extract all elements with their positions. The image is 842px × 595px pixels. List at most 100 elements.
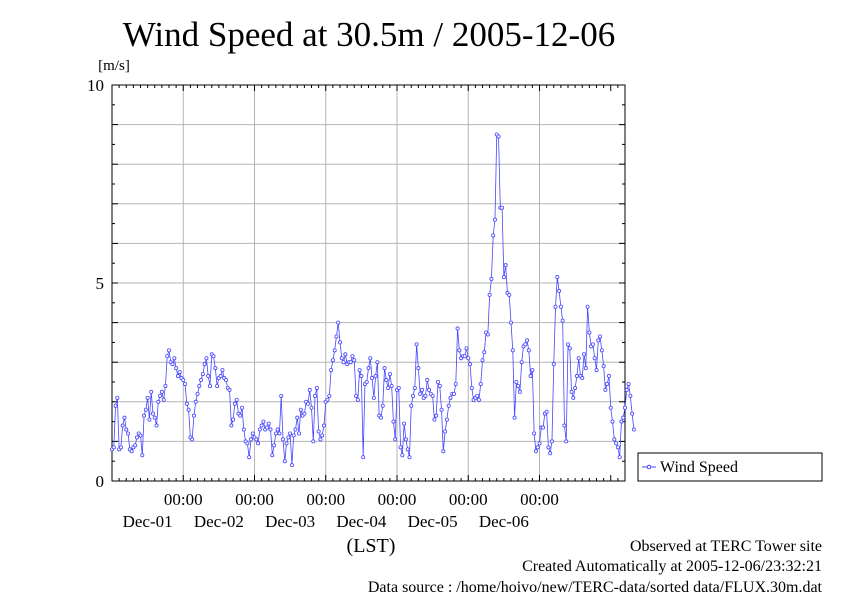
data-point — [558, 304, 563, 309]
data-point — [207, 383, 212, 388]
data-point — [482, 350, 487, 355]
data-point — [612, 437, 617, 442]
data-point — [590, 342, 595, 347]
data-point — [325, 397, 330, 402]
footer-observed-site: Observed at TERC Tower site — [630, 538, 822, 555]
data-point — [302, 411, 307, 416]
data-point — [444, 417, 449, 422]
data-point — [147, 417, 152, 422]
y-tick-label: 0 — [96, 472, 105, 491]
data-point — [435, 379, 440, 384]
data-point — [621, 415, 626, 420]
data-point — [359, 374, 364, 379]
data-point — [339, 356, 344, 361]
data-point — [402, 421, 407, 426]
data-point — [432, 417, 437, 422]
data-point — [551, 362, 556, 367]
data-point — [191, 413, 196, 418]
data-point — [143, 407, 148, 412]
data-point — [321, 423, 326, 428]
data-point — [434, 413, 439, 418]
data-point — [124, 427, 129, 432]
data-point — [535, 445, 540, 450]
data-point — [166, 348, 171, 353]
data-point — [389, 383, 394, 388]
data-point — [427, 387, 432, 392]
data-point — [437, 383, 442, 388]
data-point — [469, 385, 474, 390]
data-point — [384, 378, 389, 383]
data-point — [468, 362, 473, 367]
data-point — [115, 395, 120, 400]
data-point — [455, 326, 460, 331]
data-point — [213, 366, 218, 371]
data-point — [378, 415, 383, 420]
data-point — [254, 437, 259, 442]
data-point — [626, 381, 631, 386]
x-date-label: Dec-06 — [479, 512, 529, 531]
data-point — [309, 405, 314, 410]
data-point — [170, 362, 175, 367]
data-point — [583, 366, 588, 371]
data-point — [288, 431, 293, 436]
x-tick-label: 00:00 — [164, 490, 203, 509]
data-point — [587, 330, 592, 335]
data-point — [270, 453, 275, 458]
data-point — [154, 423, 159, 428]
footer-data-source: Data source : /home/hoivo/new/TERC-data/… — [368, 579, 823, 595]
data-point — [439, 407, 444, 412]
data-point — [423, 393, 428, 398]
data-point — [507, 292, 512, 297]
data-point — [220, 368, 225, 373]
data-point — [615, 445, 620, 450]
data-point — [193, 399, 198, 404]
data-point — [487, 292, 492, 297]
data-point — [184, 401, 189, 406]
data-point — [227, 387, 232, 392]
data-point — [149, 389, 154, 394]
data-point — [307, 387, 312, 392]
data-point — [273, 431, 278, 436]
x-tick-label: 00:00 — [520, 490, 559, 509]
data-point — [373, 374, 378, 379]
data-point — [419, 387, 424, 392]
data-point — [183, 381, 188, 386]
data-point — [569, 389, 574, 394]
data-point — [528, 374, 533, 379]
y-axis-unit: [m/s] — [98, 58, 130, 74]
data-point — [172, 356, 177, 361]
data-point — [585, 304, 590, 309]
data-point — [512, 415, 517, 420]
data-point — [517, 389, 522, 394]
data-point — [503, 263, 508, 268]
data-point — [608, 405, 613, 410]
data-point — [361, 455, 366, 460]
data-point — [305, 401, 310, 406]
data-point — [297, 431, 302, 436]
data-point — [516, 383, 521, 388]
data-point — [491, 233, 496, 238]
data-point — [382, 366, 387, 371]
data-point — [448, 395, 453, 400]
data-point — [289, 463, 294, 468]
x-tick-label: 00:00 — [449, 490, 488, 509]
data-point — [386, 385, 391, 390]
data-point — [375, 360, 380, 365]
data-point — [532, 431, 537, 436]
data-point — [152, 415, 157, 420]
data-point — [478, 381, 483, 386]
data-point — [548, 451, 553, 456]
data-point — [525, 338, 530, 343]
data-point — [295, 415, 300, 420]
data-point — [118, 445, 123, 450]
data-point — [223, 378, 228, 383]
data-point — [277, 431, 282, 436]
data-point — [580, 376, 585, 381]
data-point — [630, 411, 635, 416]
data-point — [560, 318, 565, 323]
data-point — [111, 445, 116, 450]
data-point — [350, 354, 355, 359]
data-point — [564, 439, 569, 444]
data-point — [541, 425, 546, 430]
